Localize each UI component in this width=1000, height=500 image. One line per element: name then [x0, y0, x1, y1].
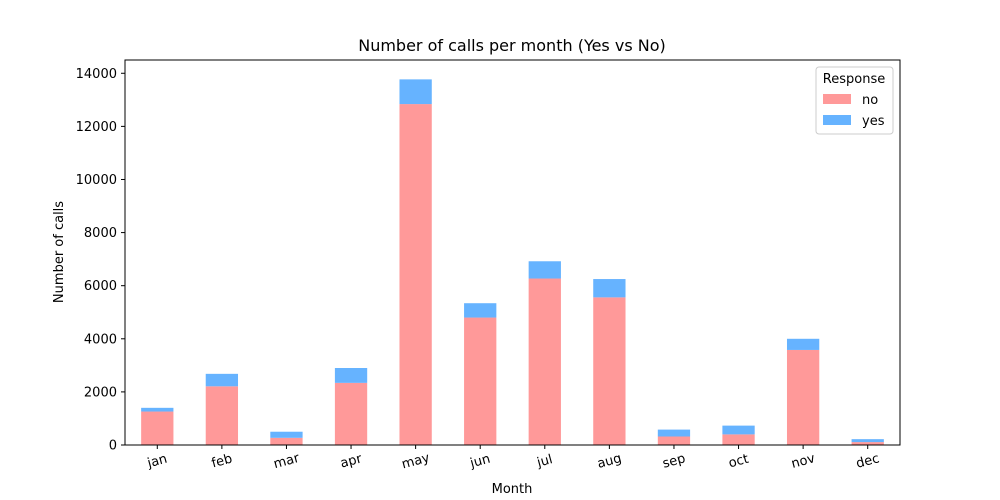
- bar-yes-nov: [786, 338, 820, 350]
- bar-yes-apr: [334, 368, 368, 383]
- y-tick-label-0: 0: [109, 439, 117, 454]
- y-axis-label: Number of calls: [52, 201, 67, 303]
- bar-no-nov: [786, 349, 820, 445]
- bar-yes-dec: [851, 439, 884, 443]
- bars-group: [141, 79, 884, 445]
- bar-no-feb: [205, 386, 239, 445]
- bar-yes-may: [399, 79, 432, 105]
- y-tick-label-12000: 12000: [76, 120, 117, 135]
- x-tick-label-jan: jan: [145, 452, 169, 472]
- x-tick-label-nov: nov: [790, 451, 817, 472]
- x-axis-label: Month: [492, 482, 533, 497]
- x-tick-label-dec: dec: [855, 451, 881, 472]
- x-tick-label-jun: jun: [468, 452, 492, 472]
- legend-swatch-no: [823, 94, 851, 104]
- x-tick-label-aug: aug: [596, 451, 624, 472]
- x-axis: jan feb mar apr may jun jul aug sep oct nov dec: [145, 445, 881, 472]
- x-tick-label-may: may: [400, 450, 432, 472]
- y-axis: 0 2000 4000 6000 8000 10000 12000 14000: [76, 67, 125, 454]
- bar-no-oct: [722, 434, 755, 445]
- y-tick-label-14000: 14000: [76, 67, 117, 82]
- bar-yes-jul: [528, 261, 561, 279]
- legend-label-no: no: [862, 93, 878, 108]
- y-tick-label-2000: 2000: [84, 385, 117, 400]
- bar-yes-aug: [593, 279, 626, 298]
- bar-yes-oct: [722, 425, 755, 435]
- legend-swatch-yes: [823, 115, 851, 125]
- bar-yes-sep: [657, 429, 691, 437]
- legend-title: Response: [823, 72, 885, 87]
- legend-label-yes: yes: [862, 114, 885, 129]
- bar-no-jul: [528, 278, 561, 445]
- x-tick-label-apr: apr: [339, 451, 364, 471]
- y-tick-label-10000: 10000: [76, 173, 117, 188]
- bar-no-jan: [141, 411, 174, 445]
- bar-no-mar: [270, 437, 303, 445]
- bar-no-sep: [657, 436, 691, 445]
- bar-yes-mar: [270, 431, 303, 438]
- x-tick-label-sep: sep: [661, 451, 687, 471]
- plot-frame: [124, 59, 901, 446]
- bar-no-may: [399, 104, 432, 445]
- bar-no-apr: [334, 382, 368, 445]
- bar-yes-feb: [205, 373, 239, 387]
- x-tick-label-oct: oct: [727, 452, 750, 472]
- x-tick-label-feb: feb: [210, 452, 234, 472]
- y-tick-label-4000: 4000: [84, 332, 117, 347]
- x-tick-label-jul: jul: [535, 452, 555, 471]
- legend: Response no yes: [815, 66, 894, 135]
- bar-no-jun: [464, 317, 497, 445]
- chart-title: Number of calls per month (Yes vs No): [358, 36, 666, 55]
- y-tick-label-8000: 8000: [84, 226, 117, 241]
- bar-no-aug: [593, 297, 626, 445]
- x-tick-label-mar: mar: [272, 451, 302, 472]
- bar-yes-jan: [141, 407, 174, 412]
- bar-yes-jun: [464, 303, 497, 318]
- y-tick-label-6000: 6000: [84, 279, 117, 294]
- bar-no-dec: [851, 442, 884, 445]
